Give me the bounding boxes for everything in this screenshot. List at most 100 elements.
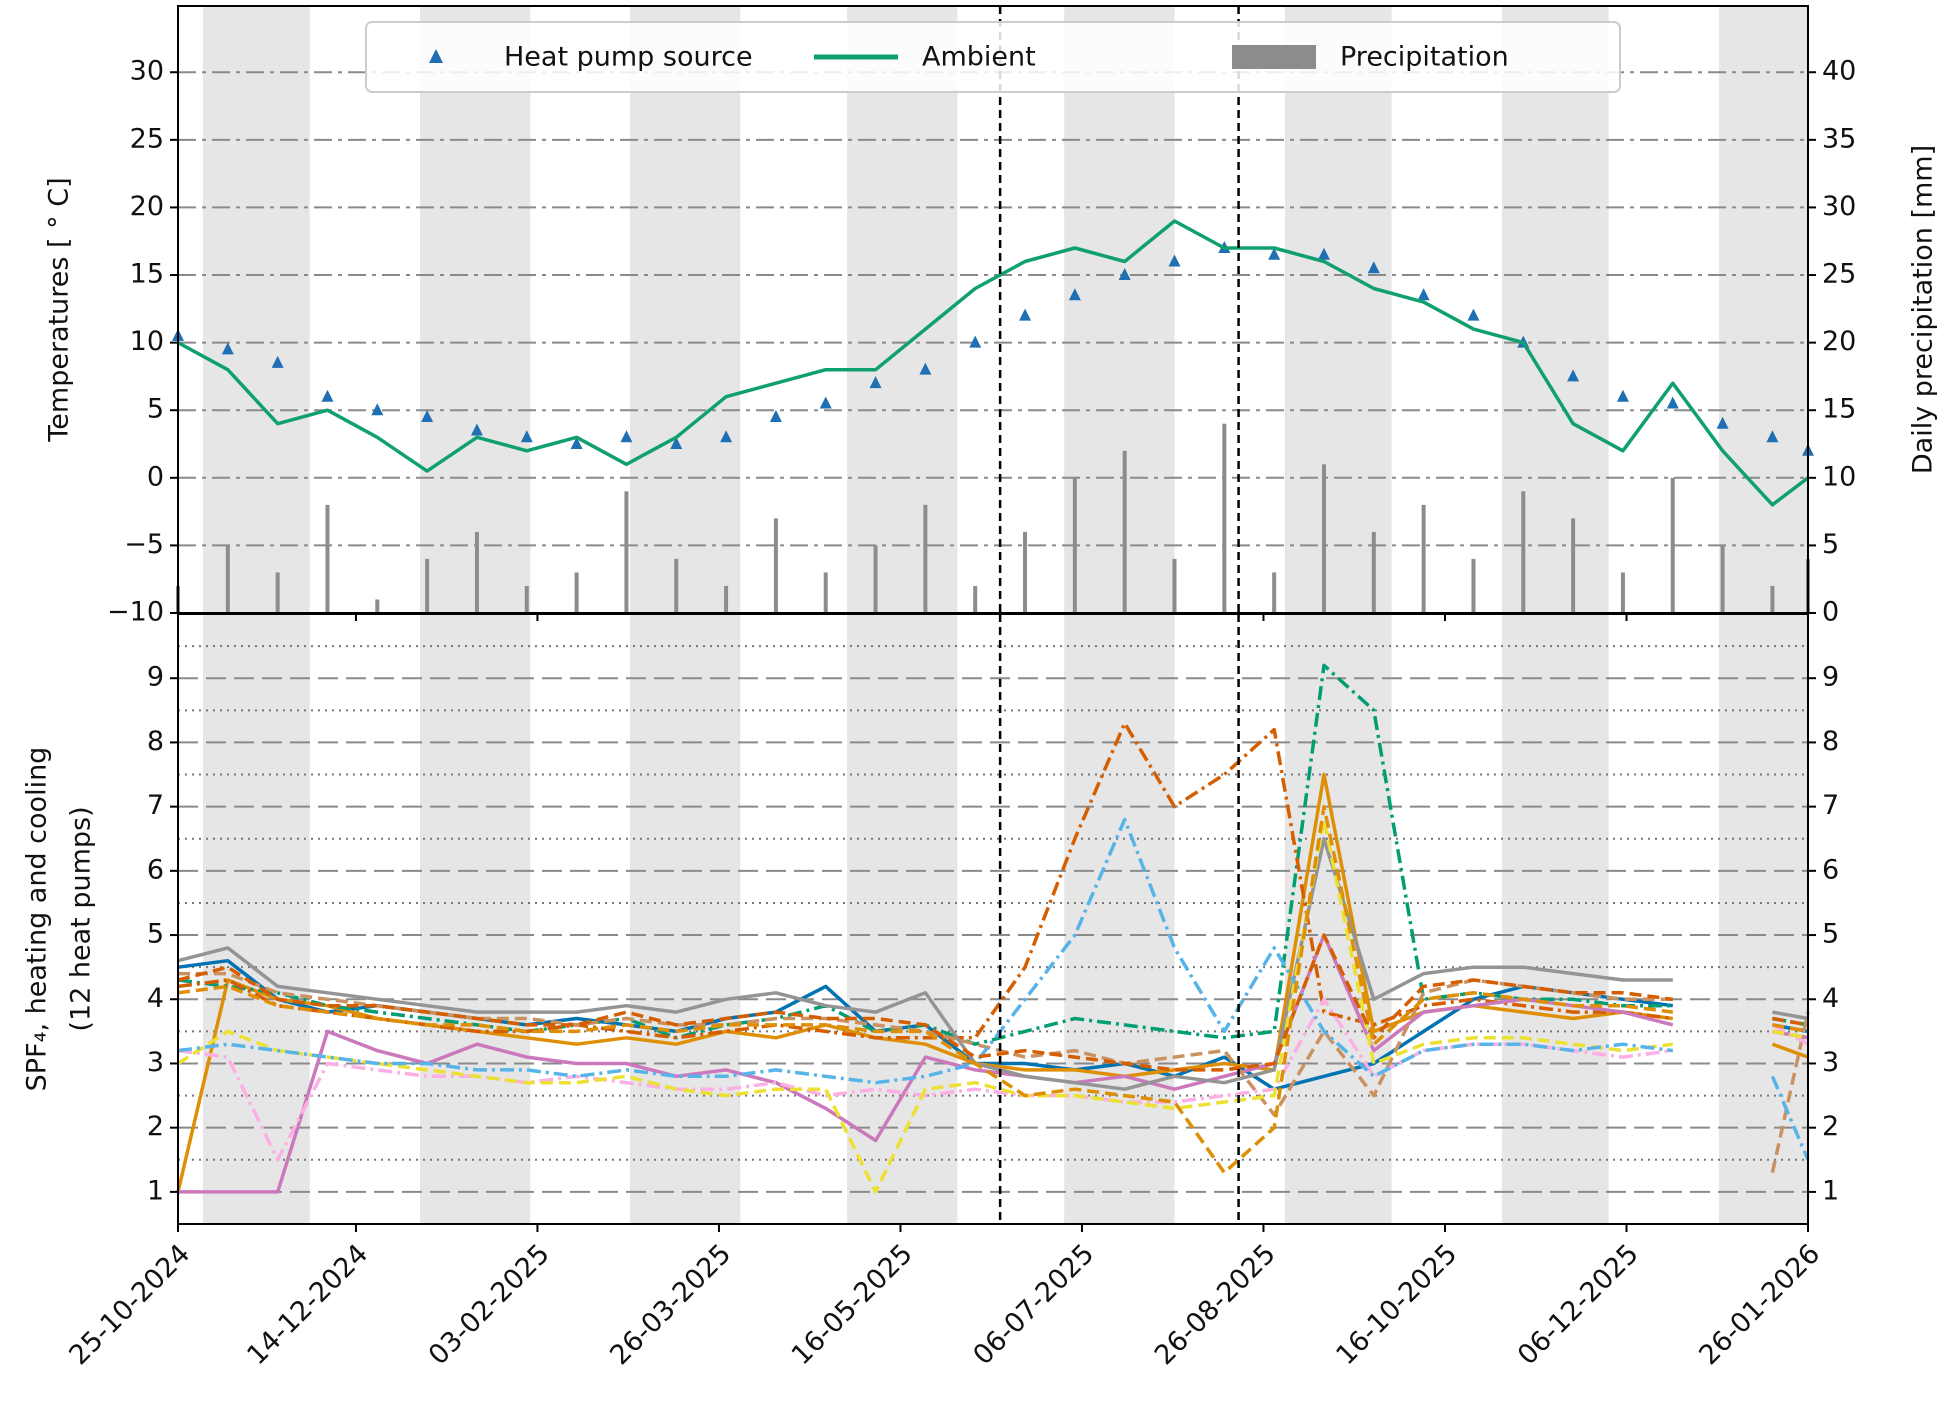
source-marker [969,335,982,348]
y2-tick-label: 20 [1822,326,1856,357]
precip-bar [1222,423,1227,613]
y-tick-label: 9 [147,662,164,693]
y2-tick-label: 6 [1822,854,1839,885]
x-tick-label: 16-10-2025 [1330,1238,1463,1371]
y2-tick-label: 7 [1822,790,1839,821]
source-marker [1417,288,1430,301]
source-marker [371,403,384,416]
source-marker [869,376,882,389]
y-tick-label: 3 [147,1047,164,1078]
y2-tick-label: 3 [1822,1047,1839,1078]
x-tick-label: 14-12-2024 [241,1238,374,1371]
y-tick-label: −10 [107,597,164,628]
month-band [1719,6,1808,613]
y-tick-label: 8 [147,726,164,757]
precip-bar [325,504,330,613]
precip-bar [1421,504,1426,613]
month-band [629,6,741,613]
source-marker [620,430,633,443]
source-marker [470,423,483,436]
x-tick-label: 03-02-2025 [423,1238,556,1371]
series-line [177,219,1810,507]
series-line [177,817,1810,1161]
y-tick-label: 15 [130,259,164,290]
source-marker [1168,254,1181,267]
month-band [202,6,310,613]
precip-bar [1770,585,1775,613]
precip-bar [1122,450,1127,613]
precip-bar [1371,531,1376,613]
y-tick-label: 5 [147,394,164,425]
precip-bar [1571,518,1576,613]
precip-bar [1620,572,1625,613]
legend-box [365,21,1621,93]
source-marker [1616,389,1629,402]
source-marker [769,409,782,422]
y2-tick-label: 40 [1822,56,1856,87]
month-band [1284,6,1392,613]
source-marker [1317,247,1330,260]
source-marker [421,409,434,422]
x-tick-label: 26-01-2026 [1693,1238,1826,1371]
y2-tick-label: 25 [1822,259,1856,290]
legend-label: Precipitation [1340,42,1509,73]
source-marker [1068,288,1081,301]
source-marker [1766,430,1779,443]
y-tick-label: 4 [147,983,164,1014]
precip-bar [624,491,629,613]
y-tick-label: 25 [130,123,164,154]
month-band [420,6,531,613]
source-marker [1268,247,1281,260]
y2-tick-label: 5 [1822,529,1839,560]
precip-bar [425,558,430,613]
series-line [177,817,1809,1194]
x-tick-label: 26-08-2025 [1149,1238,1282,1371]
y-tick-label: 5 [147,919,164,950]
y-axis-label: (12 heat pumps) [66,806,97,1031]
source-marker [570,437,583,450]
source-marker [1118,268,1131,281]
y2-tick-label: 9 [1822,662,1839,693]
source-marker [1716,416,1729,429]
precip-bar [1072,477,1077,613]
legend-label: Ambient [922,42,1036,73]
precip-bar [1023,531,1028,613]
month-band [1501,614,1609,1224]
source-marker [221,342,234,355]
precip-bar [674,558,679,613]
y-axis-label: Temperatures [ ° C] [44,177,75,442]
y-tick-label: 20 [130,191,164,222]
source-marker [1666,396,1679,409]
legend-marker [429,49,443,63]
y2-tick-label: 0 [1822,597,1839,628]
series-line [177,933,1809,1072]
y-tick-label: 0 [147,461,164,492]
month-band [847,6,958,613]
month-band [1501,6,1609,613]
y-axis-label: SPF₄, heating and cooling [22,747,53,1092]
y2-tick-label: 10 [1822,461,1856,492]
precip-bar [474,531,479,613]
x-tick-label: 26-03-2025 [604,1238,737,1371]
precip-bar [574,572,579,613]
y2-tick-label: 2 [1822,1111,1839,1142]
source-marker [321,389,334,402]
precip-bar [1272,572,1277,613]
y2-tick-label: 35 [1822,123,1856,154]
x-tick-label: 16-05-2025 [786,1238,919,1371]
y-tick-label: 10 [130,326,164,357]
plot-frame [177,613,1809,1225]
series-line [177,836,1809,1091]
precip-bar [973,585,978,613]
x-tick-label: 06-07-2025 [967,1238,1100,1371]
y2-tick-label: 30 [1822,191,1856,222]
legend-marker [1232,45,1316,69]
precip-bar [724,585,729,613]
precip-bar [275,572,280,613]
y-tick-label: 2 [147,1111,164,1142]
precip-bar [524,585,529,613]
series-line [177,804,1809,1175]
source-marker [919,362,932,375]
month-band [202,614,310,1224]
y2-axis-label: Daily precipitation [mm] [1908,145,1939,474]
